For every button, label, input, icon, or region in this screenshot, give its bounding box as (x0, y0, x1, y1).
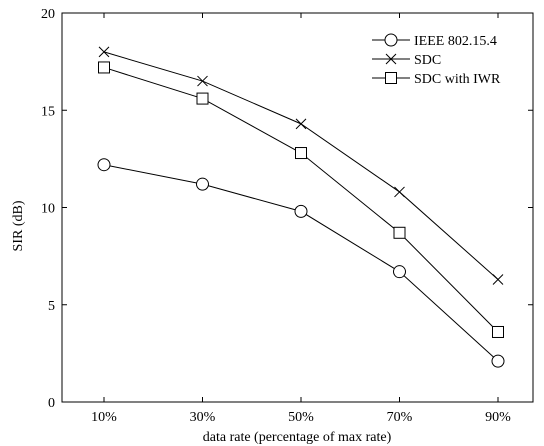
point-cross-0 (98, 46, 110, 58)
point-circle-0 (97, 158, 111, 172)
point-circle-4 (491, 354, 505, 368)
legend-entry-cross: SDC (372, 53, 441, 68)
legend-label-square: SDC with IWR (414, 72, 501, 87)
point-circle-1 (196, 177, 209, 191)
series-square (98, 61, 504, 338)
x-axis-label: data rate (percentage of max rate) (203, 430, 392, 445)
y-tick-label-0: 0 (48, 396, 55, 411)
point-square-2 (295, 147, 307, 160)
series-circle (97, 158, 505, 368)
point-cross-3 (394, 186, 405, 198)
point-square-0 (98, 61, 110, 74)
y-tick-label-1: 5 (48, 299, 55, 314)
x-tick-label-4: 90% (485, 410, 511, 425)
legend-marker-cross (385, 53, 397, 65)
point-square-4 (492, 325, 504, 338)
legend-marker-square (385, 72, 397, 84)
plot-area: 0 5 10 15 20 10% 30% 50% 70% 90% (41, 7, 534, 425)
point-square-3 (393, 226, 406, 239)
series-cross (98, 46, 504, 285)
point-cross-1 (197, 75, 208, 87)
legend-label-cross: SDC (414, 53, 441, 68)
legend-entry-circle: IEEE 802.15.4 (372, 33, 497, 49)
y-tick-label-3: 15 (41, 104, 55, 119)
y-tick-label-4: 20 (41, 7, 55, 22)
y-tick-label-2: 10 (41, 202, 55, 217)
y-axis-label: SIR (dB) (11, 200, 26, 251)
x-tick-label-2: 50% (288, 410, 314, 425)
point-square-1 (196, 92, 209, 105)
x-tick-label-0: 10% (91, 410, 117, 425)
point-circle-2 (294, 204, 308, 218)
point-circle-3 (393, 265, 406, 279)
legend-marker-circle (384, 33, 398, 47)
x-tick-label-3: 70% (387, 410, 413, 425)
series-line-square (103, 66, 499, 333)
point-cross-4 (492, 274, 504, 285)
series-line-circle (103, 164, 499, 362)
x-tick-label-1: 30% (190, 410, 216, 425)
point-cross-2 (295, 118, 307, 130)
legend-label-circle: IEEE 802.15.4 (414, 34, 497, 49)
legend-entry-square: SDC with IWR (372, 72, 501, 87)
legend: IEEE 802.15.4 SDC SDC with IWR (372, 33, 501, 87)
